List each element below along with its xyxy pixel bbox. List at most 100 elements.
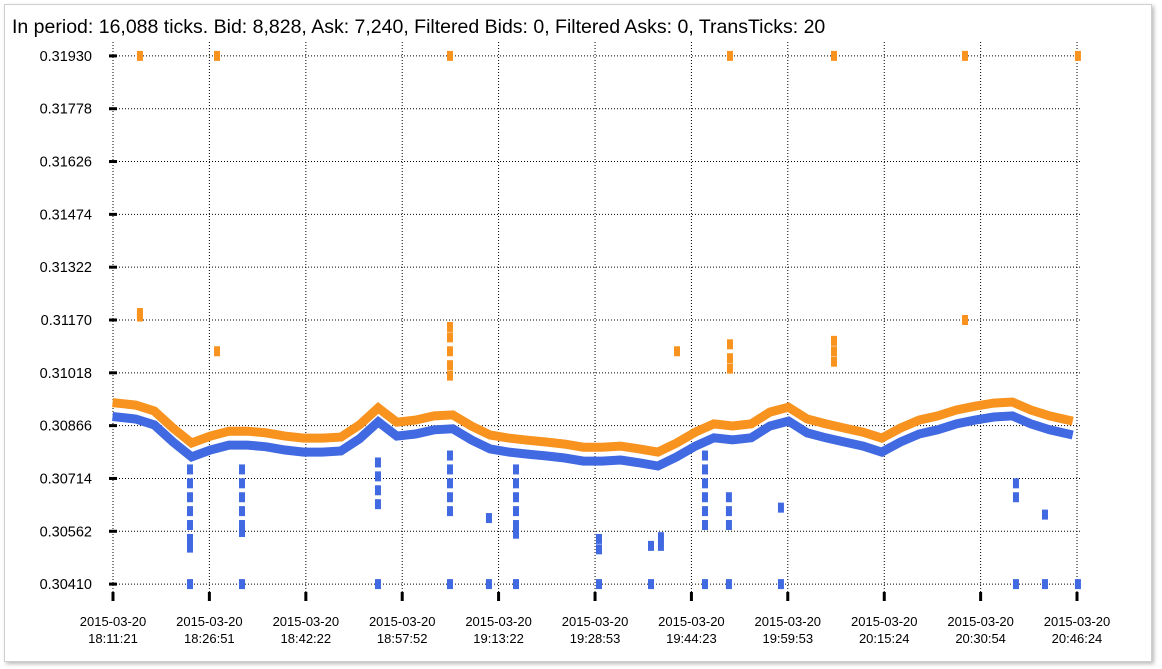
tick-marker bbox=[1074, 579, 1081, 590]
tick-marker bbox=[512, 528, 519, 539]
x-tick-label: 2015-03-20 18:57:52 bbox=[368, 614, 436, 646]
tick-marker bbox=[186, 579, 193, 590]
tick-marker bbox=[674, 346, 681, 357]
tick-marker bbox=[186, 492, 193, 503]
tick-marker bbox=[446, 478, 453, 489]
tick-marker bbox=[831, 50, 838, 61]
tick-marker bbox=[239, 464, 246, 475]
tick-marker bbox=[701, 478, 708, 489]
tick-marker bbox=[1041, 579, 1048, 590]
tick-marker bbox=[446, 506, 453, 517]
tick-marker bbox=[726, 339, 733, 350]
tick-marker bbox=[701, 506, 708, 517]
tick-marker bbox=[657, 532, 664, 543]
x-tick-label: 2015-03-20 19:59:53 bbox=[754, 614, 822, 646]
tick-marker bbox=[186, 533, 193, 544]
tick-marker bbox=[446, 450, 453, 461]
tick-marker bbox=[725, 506, 732, 517]
tick-marker bbox=[374, 485, 381, 496]
tick-marker bbox=[446, 492, 453, 503]
tick-marker bbox=[1041, 509, 1048, 520]
tick-marker bbox=[446, 579, 453, 590]
tick-marker bbox=[374, 579, 381, 590]
x-tick-label: 2015-03-20 18:11:21 bbox=[79, 614, 147, 646]
y-tick-label: 0.31626 bbox=[40, 155, 92, 171]
x-tick-label: 2015-03-20 20:46:24 bbox=[1043, 614, 1111, 646]
tick-marker bbox=[725, 520, 732, 531]
x-tick-label: 2015-03-20 19:44:23 bbox=[658, 614, 725, 646]
tick-marker bbox=[701, 464, 708, 475]
tick-marker bbox=[512, 464, 519, 475]
x-tick-label: 2015-03-20 19:28:53 bbox=[561, 614, 629, 646]
chart-frame bbox=[4, 4, 1152, 662]
tick-marker bbox=[701, 520, 708, 531]
tick-marker bbox=[1012, 492, 1019, 503]
tick-marker bbox=[485, 579, 492, 590]
tick-marker bbox=[595, 533, 602, 544]
tick-marker bbox=[701, 450, 708, 461]
x-tick-label: 2015-03-20 20:15:24 bbox=[851, 614, 918, 646]
tick-marker bbox=[725, 579, 732, 590]
tick-marker bbox=[726, 353, 733, 364]
tick-marker bbox=[595, 544, 602, 555]
tick-marker bbox=[186, 520, 193, 531]
x-tick-label: 2015-03-20 18:26:51 bbox=[176, 614, 243, 646]
tick-marker bbox=[648, 540, 655, 551]
y-tick-label: 0.30866 bbox=[40, 419, 92, 435]
tick-marker bbox=[136, 311, 143, 322]
y-tick-label: 0.31018 bbox=[40, 366, 92, 382]
tick-marker bbox=[1012, 579, 1019, 590]
tick-marker bbox=[446, 332, 453, 343]
tick-marker bbox=[239, 520, 246, 531]
tick-marker bbox=[777, 502, 784, 513]
tick-marker bbox=[1012, 478, 1019, 489]
y-tick-label: 0.31474 bbox=[40, 207, 92, 223]
tick-marker bbox=[1074, 50, 1081, 61]
tick-marker bbox=[485, 513, 492, 524]
tick-marker bbox=[239, 526, 246, 537]
tick-marker bbox=[831, 356, 838, 367]
tick-marker bbox=[186, 478, 193, 489]
tick-marker bbox=[374, 471, 381, 482]
tick-marker bbox=[831, 335, 838, 346]
tick-marker bbox=[512, 492, 519, 503]
tick-marker bbox=[701, 579, 708, 590]
y-tick-label: 0.30562 bbox=[40, 524, 92, 540]
tick-marker bbox=[239, 506, 246, 517]
tick-marker bbox=[374, 457, 381, 468]
series-line bbox=[112, 397, 1074, 457]
tick-marker bbox=[657, 540, 664, 551]
tick-marker bbox=[446, 321, 453, 332]
tick-marker bbox=[214, 50, 221, 61]
y-tick-label: 0.31170 bbox=[41, 313, 92, 329]
y-tick-label: 0.31322 bbox=[40, 260, 92, 276]
tick-marker bbox=[239, 579, 246, 590]
tick-marker bbox=[961, 315, 968, 325]
tick-marker bbox=[701, 492, 708, 503]
tick-marker bbox=[726, 50, 733, 61]
y-tick-label: 0.31778 bbox=[40, 102, 92, 118]
tick-marker bbox=[186, 542, 193, 553]
tick-marker bbox=[136, 50, 143, 61]
tick-marker bbox=[512, 478, 519, 489]
y-tick-label: 0.30714 bbox=[40, 471, 92, 487]
tick-marker bbox=[186, 464, 193, 475]
tick-marker bbox=[186, 506, 193, 517]
tick-marker bbox=[777, 579, 784, 590]
y-tick-label: 0.31930 bbox=[40, 49, 92, 65]
chart-title: In period: 16,088 ticks. Bid: 8,828, Ask… bbox=[12, 16, 825, 38]
x-tick-label: 2015-03-20 19:13:22 bbox=[465, 614, 532, 646]
tick-marker bbox=[512, 506, 519, 517]
tick-marker bbox=[831, 346, 838, 357]
tick-marker bbox=[595, 579, 602, 590]
tick-marker bbox=[961, 50, 968, 61]
series-line bbox=[112, 411, 1074, 471]
tick-marker bbox=[446, 50, 453, 61]
tick-marker bbox=[214, 346, 221, 357]
tick-marker bbox=[726, 363, 733, 374]
tick-marker bbox=[648, 579, 655, 590]
tick-marker bbox=[239, 478, 246, 489]
tick-marker bbox=[512, 579, 519, 590]
